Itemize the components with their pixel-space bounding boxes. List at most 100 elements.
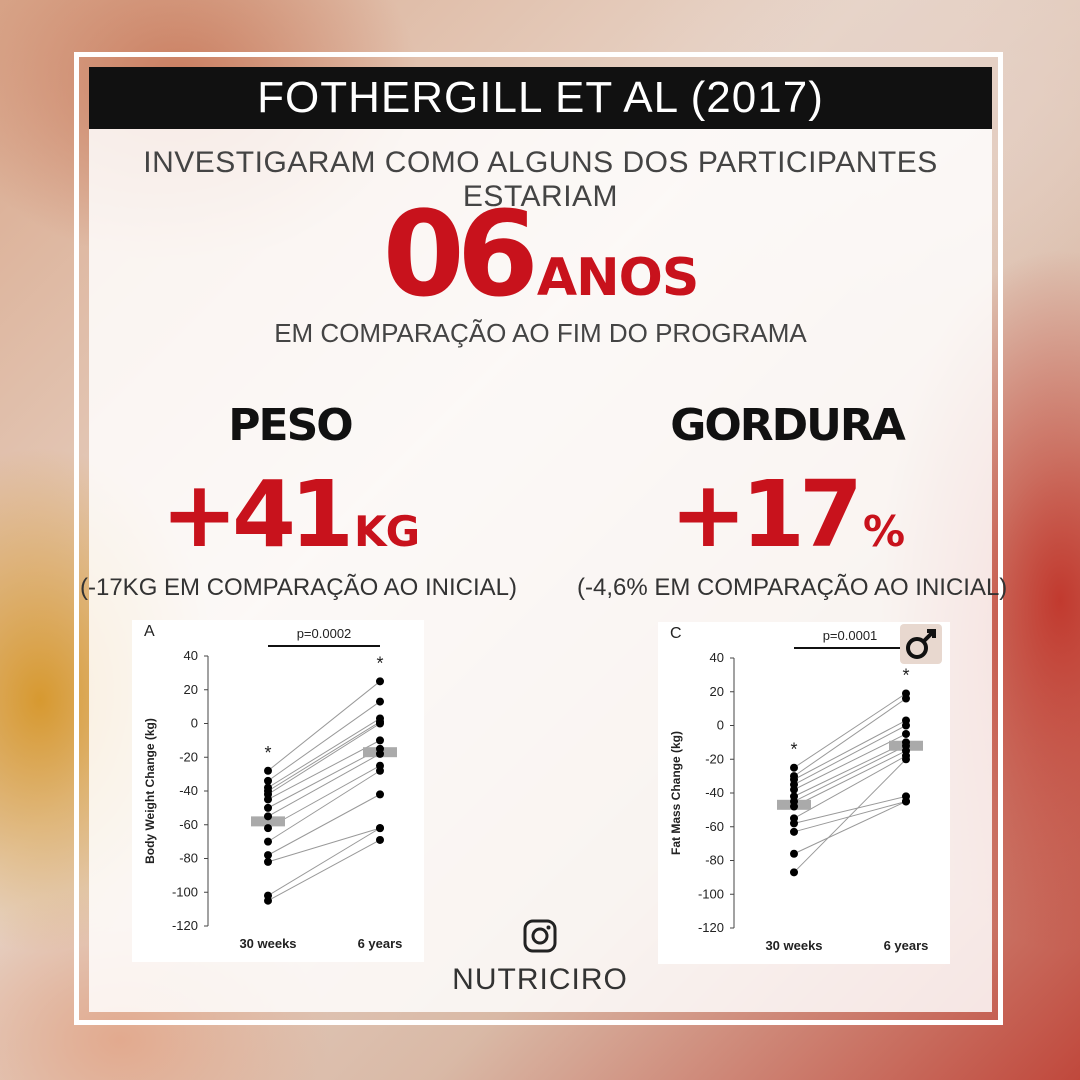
fat-y-tick-label: -20 (705, 751, 724, 766)
weight-point (376, 790, 384, 799)
fat-point (902, 721, 910, 730)
weight-y-tick-label: 40 (184, 648, 198, 663)
weight-mean-bar (251, 816, 285, 827)
fat-pair-line (793, 758, 907, 873)
weight-point (264, 896, 272, 905)
instagram-handle[interactable]: NUTRICIRO (452, 963, 628, 996)
weight-label: PESO (228, 400, 353, 451)
fat-point (790, 827, 798, 836)
page-title: FOTHERGILL ET AL (2017) (89, 67, 992, 129)
weight-point (376, 736, 384, 745)
male-symbol-icon (900, 624, 942, 664)
weight-pair-line (267, 680, 381, 772)
fat-pair-line (793, 698, 907, 777)
fat-label: GORDURA (670, 400, 906, 451)
fat-y-tick-label: -120 (698, 920, 724, 935)
highlight-unit: ANOS (536, 248, 699, 308)
fat-y-tick-label: -80 (705, 853, 724, 868)
weight-point (376, 749, 384, 758)
fat-value: +17% (577, 461, 997, 568)
weight-stat: PESO +41 KG (-17KG EM COMPARAÇÃO AO INICI… (80, 400, 517, 602)
weight-y-tick-label: -60 (179, 817, 198, 832)
fat-point (790, 819, 798, 828)
weight-point (264, 812, 272, 821)
weight-y-tick-label: -80 (179, 851, 198, 866)
fat-pair-line (793, 733, 907, 791)
weight-point (264, 837, 272, 846)
weight-y-tick-label: 20 (184, 682, 198, 697)
weight-pair-line (267, 753, 381, 817)
fat-p-value: p=0.0001 (823, 628, 878, 643)
weight-y-tick-label: -100 (172, 884, 198, 899)
weight-point (376, 824, 384, 833)
fat-y-tick-label: 40 (710, 650, 724, 665)
weight-point (376, 677, 384, 686)
weight-pair-line (267, 770, 381, 843)
fat-pair-line (793, 741, 907, 797)
fat-point (790, 849, 798, 858)
fat-pair-line (793, 800, 907, 855)
weight-point (264, 776, 272, 785)
weight-pair-line (267, 839, 381, 902)
weight-significance-mark: * (264, 743, 271, 763)
fat-y-tick-label: 0 (717, 718, 724, 733)
fat-point (790, 802, 798, 811)
weight-point (264, 851, 272, 860)
weight-unit: KG (354, 507, 420, 556)
weight-pair-line (267, 748, 381, 809)
fat-pair-line (793, 693, 907, 769)
weight-significance-mark: * (376, 653, 383, 673)
fat-note: (-4,6% EM COMPARAÇÃO AO INICIAL) (577, 574, 1008, 601)
weight-number: +41 (160, 461, 354, 568)
weight-pair-line (267, 793, 381, 856)
weight-y-tick-label: -40 (179, 783, 198, 798)
weight-point (264, 857, 272, 866)
fat-mass-chart: C 40 20 0 -20 -40 -60 -80 -100 -120 Fat Mass Chang… (658, 622, 950, 964)
fat-y-tick-label: -60 (705, 819, 724, 834)
weight-y-axis-label: Body Weight Change (kg) (143, 718, 157, 864)
fat-pair-line (793, 755, 907, 819)
weight-pair-line (267, 827, 381, 897)
highlight-number: 06 (382, 185, 539, 323)
weight-point (264, 795, 272, 804)
fat-pair-line (793, 745, 907, 802)
fat-significance-mark: * (902, 665, 909, 685)
instagram-credit[interactable]: NUTRICIRO (440, 918, 640, 997)
weight-value: +41 KG (80, 461, 500, 568)
comparison-text: EM COMPARAÇÃO AO FIM DO PROGRAMA (274, 318, 807, 348)
white-frame (74, 52, 1003, 1025)
weight-point (264, 766, 272, 775)
weight-point (376, 766, 384, 775)
fat-point (902, 755, 910, 764)
weight-x-tick-label: 6 years (358, 936, 403, 951)
fat-x-tick-label: 6 years (884, 938, 929, 953)
body-weight-chart: A 40 20 0 -20 -40 -60 -80 -100 -120 Body Weight Ch… (132, 620, 424, 962)
fat-significance-mark: * (790, 740, 797, 760)
weight-note: (-17KG EM COMPARAÇÃO AO INICIAL) (80, 574, 517, 601)
fat-point (790, 785, 798, 794)
weight-pair-line (267, 765, 381, 829)
weight-pair-line (267, 723, 381, 795)
weight-point (376, 697, 384, 706)
fat-y-axis-label: Fat Mass Change (kg) (669, 731, 683, 855)
weight-point (264, 824, 272, 833)
weight-y-tick-label: -20 (179, 749, 198, 764)
weight-pair-line (267, 739, 381, 800)
highlight-years: 06 ANOS (89, 185, 992, 323)
fat-x-tick-label: 30 weeks (765, 938, 822, 953)
fat-point (790, 868, 798, 877)
weight-y-tick-label: 0 (191, 716, 198, 731)
weight-panel-label: A (144, 623, 155, 640)
fat-point (902, 694, 910, 703)
weight-pair-line (267, 701, 381, 782)
fat-pair-line (793, 719, 907, 780)
weight-point (264, 803, 272, 812)
weight-point (376, 835, 384, 844)
fat-y-tick-label: -40 (705, 785, 724, 800)
weight-point (376, 719, 384, 728)
fat-pair-line (793, 750, 907, 807)
fat-y-tick-label: -100 (698, 886, 724, 901)
fat-pair-line (793, 725, 907, 786)
fat-pair-line (793, 800, 907, 833)
instagram-icon[interactable] (522, 918, 558, 954)
